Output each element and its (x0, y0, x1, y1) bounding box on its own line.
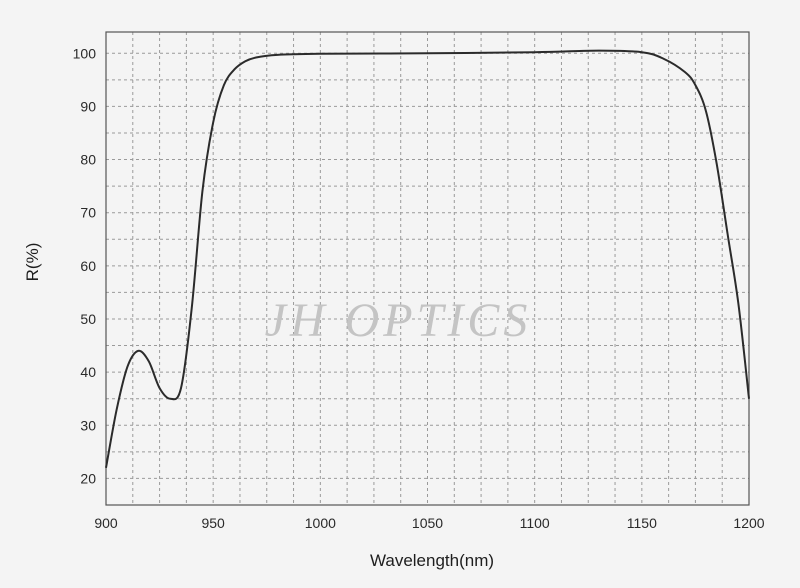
x-tick-label: 1000 (305, 515, 336, 531)
y-tick-label: 90 (80, 98, 96, 114)
watermark: JH OPTICS (265, 294, 532, 347)
y-tick-label: 70 (80, 205, 96, 221)
x-tick-label: 1100 (520, 515, 550, 531)
plot-frame (105, 31, 750, 506)
y-tick-label: 60 (80, 258, 96, 274)
y-tick-label: 80 (80, 152, 96, 168)
x-axis-label: Wavelength(nm) (370, 551, 494, 570)
y-axis-label: R(%) (23, 243, 42, 282)
x-tick-label: 1150 (627, 515, 657, 531)
x-tick-label: 950 (201, 515, 225, 531)
grid (105, 32, 750, 505)
x-tick-label: 1200 (733, 515, 764, 531)
series-line (105, 49, 750, 468)
y-tick-label: 20 (80, 470, 96, 486)
x-tick-label: 900 (94, 515, 118, 531)
x-tick-label: 1050 (412, 515, 443, 531)
y-tick-label: 50 (80, 311, 96, 327)
y-tick-label: 100 (73, 45, 97, 61)
x-tick-labels: 900 950 1000 1050 1100 1150 1200 (94, 515, 764, 531)
y-tick-label: 30 (80, 417, 96, 433)
plot-border (105, 31, 750, 506)
y-tick-label: 40 (80, 364, 96, 380)
y-tick-labels: 20 30 40 50 60 70 80 90 100 (73, 45, 97, 486)
